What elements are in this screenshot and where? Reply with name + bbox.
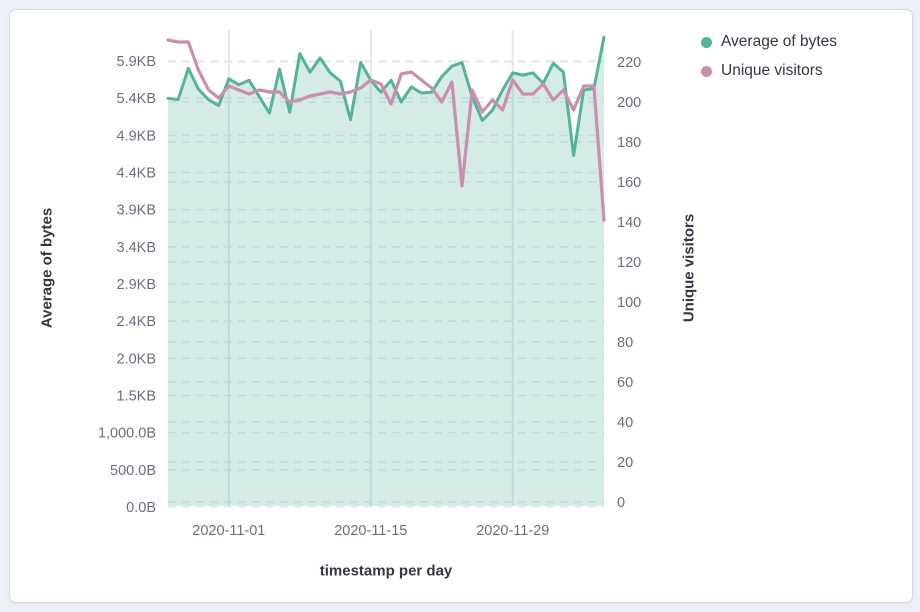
svg-text:180: 180 [617,135,641,151]
area-average-of-bytes [168,37,604,506]
legend-dot-icon [701,65,712,77]
svg-text:2020-11-29: 2020-11-29 [476,523,549,539]
legend-item-average-of-bytes[interactable]: Average of bytes [701,33,837,51]
right-axis-title: Unique visitors [680,213,698,323]
svg-text:4.4KB: 4.4KB [117,166,157,182]
line-average-of-bytes [166,35,606,157]
legend-label: Average of bytes [721,33,838,50]
svg-text:80: 80 [617,335,633,351]
svg-text:4.9KB: 4.9KB [117,128,157,144]
left-axis-title: Average of bytes [38,207,56,329]
svg-text:20: 20 [617,455,633,471]
svg-text:3.4KB: 3.4KB [117,240,157,256]
svg-text:120: 120 [617,255,641,271]
chart-panel [9,9,913,603]
svg-text:40: 40 [617,415,633,431]
line-unique-visitors [166,38,606,222]
svg-text:2.9KB: 2.9KB [117,277,157,293]
x-axis-title: timestamp per day [319,562,453,580]
svg-text:500.0B: 500.0B [110,463,156,479]
legend-item-unique-visitors[interactable]: Unique visitors [701,62,837,80]
svg-text:220: 220 [617,55,641,71]
svg-text:2.4KB: 2.4KB [117,314,157,330]
svg-text:0.0B: 0.0B [126,500,156,516]
svg-text:3.9KB: 3.9KB [117,203,157,219]
svg-text:5.4KB: 5.4KB [117,91,157,107]
svg-text:2020-11-15: 2020-11-15 [334,523,407,539]
svg-text:0: 0 [617,495,625,511]
svg-text:2.0KB: 2.0KB [117,351,157,367]
svg-text:1.5KB: 1.5KB [117,389,157,405]
legend: Average of bytes Unique visitors [701,33,837,80]
legend-label: Unique visitors [721,62,823,79]
svg-text:5.9KB: 5.9KB [117,54,157,70]
svg-text:200: 200 [617,95,641,111]
legend-dot-icon [701,36,712,48]
tick-labels: 0.0B 500.0B 1,000.0B 1.5KB 2.0KB 2.4KB 2.9KB 3.… [98,54,641,539]
gridlines [168,30,604,508]
svg-text:160: 160 [617,175,641,191]
svg-text:140: 140 [617,215,641,231]
svg-text:100: 100 [617,295,641,311]
svg-text:1,000.0B: 1,000.0B [98,426,156,442]
svg-text:2020-11-01: 2020-11-01 [192,523,265,539]
svg-text:60: 60 [617,375,633,391]
